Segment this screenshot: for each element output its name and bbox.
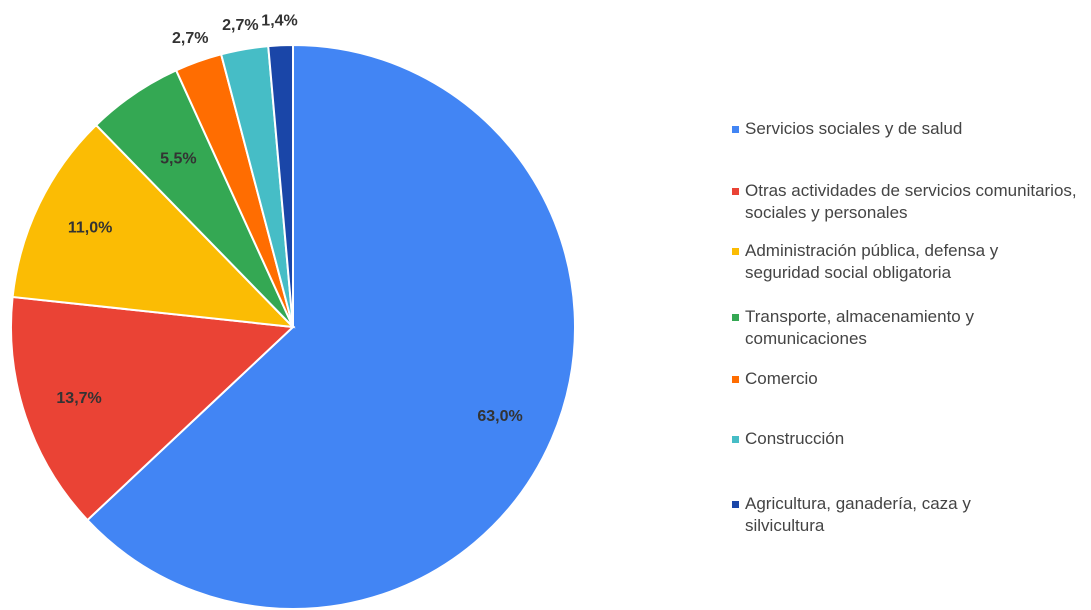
- legend-swatch: [732, 314, 739, 321]
- legend-label: Agricultura, ganadería, caza y silvicult…: [745, 494, 971, 535]
- data-label: 2,7%: [172, 30, 208, 47]
- legend-label: Transporte, almacenamiento y comunicacio…: [745, 307, 974, 348]
- legend-swatch: [732, 436, 739, 443]
- legend-item: Agricultura, ganadería, caza y silvicult…: [732, 493, 1087, 537]
- legend-item: Otras actividades de servicios comunitar…: [732, 180, 1087, 224]
- data-label: 11,0%: [68, 220, 112, 237]
- legend-item: Transporte, almacenamiento y comunicacio…: [732, 306, 1087, 350]
- pie-slice: [86, 43, 576, 610]
- legend-swatch: [732, 501, 739, 508]
- pie-slice: [267, 43, 294, 328]
- legend-swatch: [732, 126, 739, 133]
- pie-slice: [10, 295, 296, 522]
- legend-label: Construcción: [745, 429, 845, 448]
- data-label: 13,7%: [56, 390, 101, 407]
- legend-label: Comercio: [745, 369, 818, 388]
- legend-swatch: [732, 188, 739, 195]
- legend-label: Servicios sociales y de salud: [745, 119, 963, 138]
- legend-item: Administración pública, defensa y seguri…: [732, 240, 1087, 284]
- legend-label: Administración pública, defensa y seguri…: [745, 241, 999, 282]
- data-label: 1,4%: [261, 13, 297, 30]
- legend-item: Construcción: [732, 428, 1087, 450]
- pie-slice: [11, 123, 296, 329]
- legend-label: Otras actividades de servicios comunitar…: [745, 181, 1077, 222]
- data-label: 2,7%: [222, 17, 258, 34]
- data-label: 5,5%: [160, 151, 196, 168]
- legend-swatch: [732, 248, 739, 255]
- legend-item: Servicios sociales y de salud: [732, 118, 1087, 140]
- legend-swatch: [732, 376, 739, 383]
- data-label: 63,0%: [477, 408, 522, 425]
- legend-item: Comercio: [732, 368, 1087, 390]
